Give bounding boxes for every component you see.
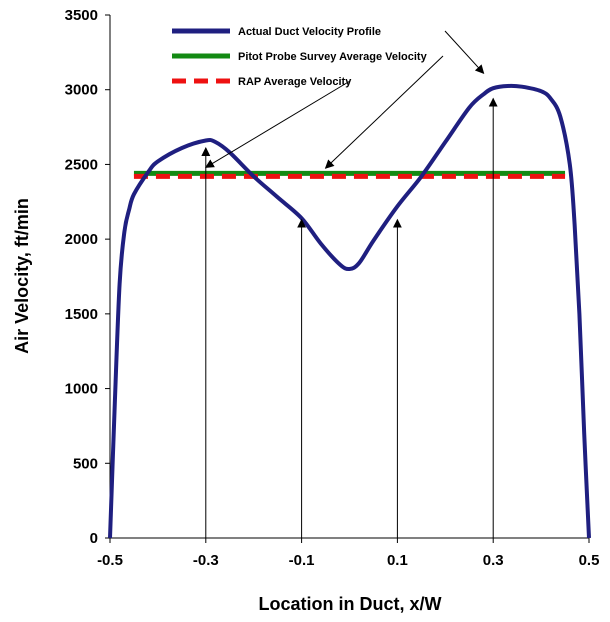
y-tick-label: 3500 — [65, 7, 98, 24]
y-tick-label: 0 — [90, 530, 98, 547]
series-line-0 — [108, 83, 591, 539]
y-tick-label: 3000 — [65, 82, 98, 99]
y-tick-label: 1500 — [65, 306, 98, 323]
x-ticks: -0.5 -0.3 -0.1 0.1 0.3 0.5 — [97, 538, 599, 569]
y-axis-title: Air Velocity, ft/min — [12, 198, 32, 354]
legend: Actual Duct Velocity Profile Pitot Probe… — [172, 26, 428, 88]
y-tick-label: 2000 — [65, 231, 98, 248]
x-tick-label: -0.3 — [193, 552, 219, 569]
x-tick-label: 0.1 — [387, 552, 408, 569]
x-tick-label: -0.1 — [289, 552, 315, 569]
x-tick-label: 0.5 — [579, 552, 600, 569]
legend-label-actual: Actual Duct Velocity Profile — [238, 26, 381, 38]
legend-leader-arrow — [204, 80, 351, 168]
legend-leader-arrow — [324, 55, 444, 169]
x-axis-title: Location in Duct, x/W — [259, 594, 442, 614]
x-tick-label: 0.3 — [483, 552, 504, 569]
y-tick-label: 1000 — [65, 381, 98, 398]
axes — [109, 15, 589, 539]
y-tick-label: 2500 — [65, 156, 98, 173]
annotation-layer — [201, 30, 498, 538]
series-layer — [108, 83, 591, 539]
legend-label-rap: RAP Average Velocity — [238, 76, 352, 88]
y-tick-label: 500 — [73, 455, 98, 472]
legend-leader-arrow — [444, 30, 485, 75]
x-tick-label: -0.5 — [97, 552, 123, 569]
legend-label-pitot: Pitot Probe Survey Average Velocity — [238, 51, 428, 63]
y-ticks: 0 500 1000 1500 2000 2500 3000 3500 — [65, 7, 110, 547]
